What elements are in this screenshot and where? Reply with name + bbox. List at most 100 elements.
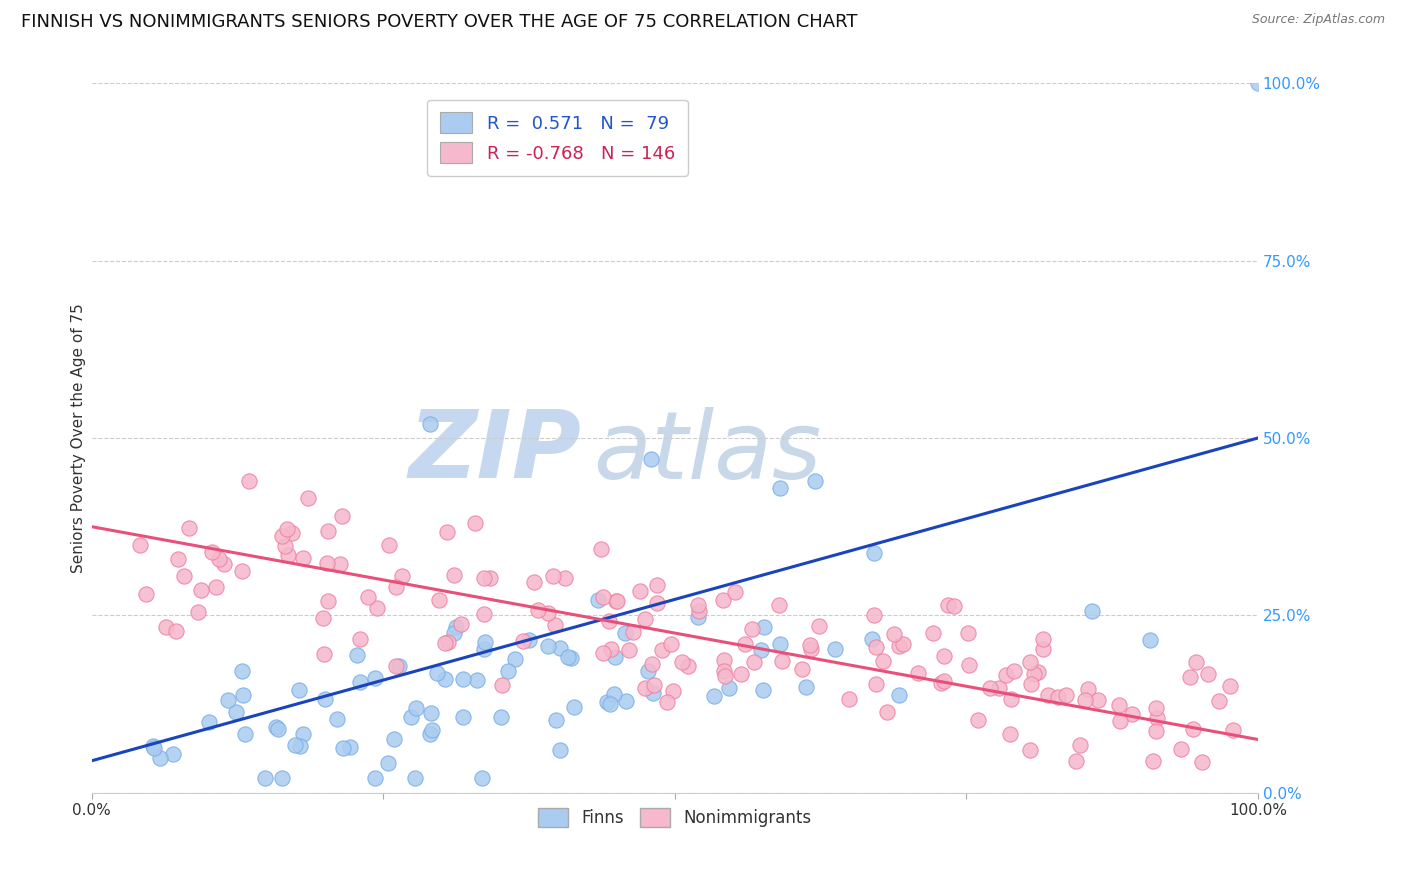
- Point: [1066, 754, 1088, 768]
- Point: [887, 640, 910, 654]
- Point: [1197, 667, 1219, 681]
- Legend: Finns, Nonimmigrants: Finns, Nonimmigrants: [531, 801, 818, 834]
- Point: [316, 593, 339, 607]
- Point: [205, 580, 228, 594]
- Point: [155, 620, 177, 634]
- Point: [936, 598, 959, 612]
- Point: [517, 633, 540, 648]
- Point: [1146, 710, 1168, 724]
- Y-axis label: Seniors Poverty Over the Age of 75: Seniors Poverty Over the Age of 75: [72, 303, 86, 573]
- Point: [284, 738, 307, 752]
- Point: [212, 557, 235, 571]
- Point: [266, 722, 288, 736]
- Point: [544, 618, 567, 632]
- Point: [1069, 738, 1091, 752]
- Point: [129, 538, 152, 552]
- Point: [749, 642, 772, 657]
- Point: [142, 739, 165, 754]
- Point: [592, 590, 614, 604]
- Point: [713, 664, 735, 678]
- Point: [276, 548, 298, 562]
- Point: [201, 545, 224, 559]
- Point: [1038, 688, 1060, 702]
- Point: [998, 726, 1021, 740]
- Point: [557, 650, 579, 665]
- Point: [270, 529, 292, 543]
- Point: [605, 650, 627, 665]
- Point: [838, 692, 860, 706]
- Point: [478, 570, 501, 584]
- Point: [560, 651, 582, 665]
- Point: [312, 611, 335, 625]
- Point: [312, 647, 335, 661]
- Point: [326, 712, 349, 726]
- Point: [391, 569, 413, 583]
- Point: [314, 692, 336, 706]
- Point: [541, 569, 564, 583]
- Point: [280, 526, 302, 541]
- Point: [752, 620, 775, 634]
- Point: [434, 636, 457, 650]
- Point: [148, 750, 170, 764]
- Point: [503, 651, 526, 665]
- Point: [522, 574, 544, 589]
- Point: [465, 673, 488, 687]
- Point: [860, 632, 883, 646]
- Point: [217, 693, 239, 707]
- Point: [730, 667, 752, 681]
- Point: [451, 673, 474, 687]
- Point: [404, 772, 426, 786]
- Point: [332, 740, 354, 755]
- Point: [405, 700, 427, 714]
- Point: [807, 618, 830, 632]
- Point: [329, 557, 352, 571]
- Point: [471, 772, 494, 786]
- Point: [614, 694, 637, 708]
- Point: [190, 582, 212, 597]
- Point: [1178, 670, 1201, 684]
- Point: [363, 772, 385, 786]
- Point: [1222, 723, 1244, 737]
- Point: [287, 683, 309, 698]
- Point: [741, 622, 763, 636]
- Point: [1139, 632, 1161, 647]
- Point: [498, 664, 520, 678]
- Point: [657, 695, 679, 709]
- Point: [770, 654, 793, 668]
- Point: [474, 635, 496, 649]
- Point: [382, 731, 405, 746]
- Point: [599, 697, 621, 711]
- Point: [1081, 604, 1104, 618]
- Point: [427, 592, 450, 607]
- Point: [824, 642, 846, 657]
- Point: [921, 626, 943, 640]
- Point: [1019, 742, 1042, 756]
- Point: [316, 524, 339, 538]
- Point: [907, 666, 929, 681]
- Point: [377, 756, 399, 771]
- Point: [979, 681, 1001, 695]
- Point: [865, 640, 887, 654]
- Point: [686, 599, 709, 613]
- Point: [598, 614, 620, 628]
- Point: [619, 643, 641, 657]
- Point: [645, 578, 668, 592]
- Point: [378, 538, 401, 552]
- Point: [637, 664, 659, 678]
- Point: [957, 625, 980, 640]
- Point: [450, 617, 472, 632]
- Point: [769, 637, 792, 651]
- Point: [1108, 698, 1130, 712]
- Point: [932, 673, 955, 688]
- Point: [686, 610, 709, 624]
- Point: [600, 642, 623, 657]
- Point: [292, 727, 315, 741]
- Point: [366, 600, 388, 615]
- Text: Source: ZipAtlas.com: Source: ZipAtlas.com: [1251, 13, 1385, 27]
- Point: [276, 522, 298, 536]
- Point: [651, 643, 673, 657]
- Point: [628, 583, 651, 598]
- Point: [388, 658, 411, 673]
- Point: [932, 648, 955, 663]
- Point: [586, 593, 609, 607]
